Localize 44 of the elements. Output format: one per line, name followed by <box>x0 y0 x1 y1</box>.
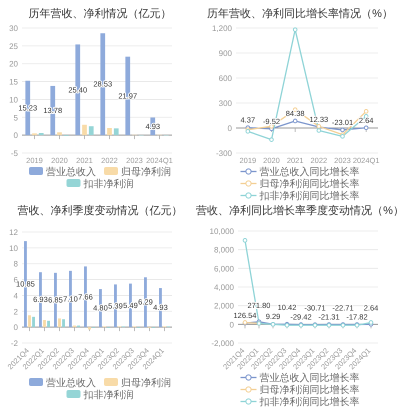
legend-label: 归母净利润 <box>121 377 171 389</box>
y-tick-label: 25 <box>9 42 19 51</box>
y-tick-label: 8 <box>14 260 19 269</box>
legend-label: 扣非净利润 <box>82 389 134 401</box>
legend-label: 归母净利润同比增长率 <box>260 384 360 396</box>
y-tick-label: 600 <box>218 74 233 83</box>
y-tick-label: 30 <box>9 24 19 33</box>
y-tick-label: -2,000 <box>211 339 235 348</box>
chart-title: 历年营收、净利情况（亿元） <box>28 7 172 20</box>
y-tick-label: 4,000 <box>214 283 235 292</box>
y-tick-label: 8,000 <box>214 246 235 255</box>
chart-title: 营收、净利季度变动情况（亿元） <box>18 204 182 217</box>
legend-label: 归母净利润 <box>121 166 171 178</box>
y-tick-label: 0 <box>14 131 19 140</box>
legend-label: 营业总收入 <box>46 377 96 389</box>
legend-label: 归母净利润同比增长率 <box>260 178 360 190</box>
legend-label: 营业总收入同比增长率 <box>260 166 360 178</box>
legend-label: 扣非净利润同比增长率 <box>258 190 360 202</box>
y-tick-label: 300 <box>218 99 233 108</box>
y-tick-label: 20 <box>9 60 19 69</box>
y-tick-label: -5 <box>10 149 19 158</box>
chart-title: 营收、净利同比增长率季度变动情况（%） <box>196 204 400 217</box>
y-tick-label: -2 <box>10 339 19 348</box>
y-tick-label: 0 <box>230 320 235 330</box>
legend-label: 营业总收入同比增长率 <box>260 372 360 384</box>
y-tick-label: 1,200 <box>212 24 233 33</box>
y-tick-label: 2,000 <box>214 302 235 311</box>
y-tick-label: 6,000 <box>214 264 235 274</box>
legend-label: 营业总收入 <box>46 166 96 178</box>
y-tick-label: 12 <box>9 228 19 237</box>
y-tick-label: 10,000 <box>210 227 235 236</box>
y-tick-label: 0 <box>14 323 19 332</box>
y-tick-label: 2 <box>14 307 19 316</box>
y-tick-label: -300 <box>216 149 233 158</box>
y-tick-label: 0 <box>228 124 233 133</box>
y-tick-label: 900 <box>218 49 233 58</box>
y-tick-label: 15 <box>9 78 19 87</box>
legend-label: 扣非净利润 <box>82 178 134 190</box>
y-tick-label: 10 <box>9 95 19 104</box>
y-tick-label: 4 <box>14 291 19 300</box>
y-tick-label: 10 <box>9 244 19 253</box>
y-tick-label: 5 <box>14 113 19 122</box>
legend-label: 扣非净利润同比增长率 <box>258 396 360 408</box>
chart-title: 历年营收、净利同比增长率情况（%） <box>207 7 393 20</box>
